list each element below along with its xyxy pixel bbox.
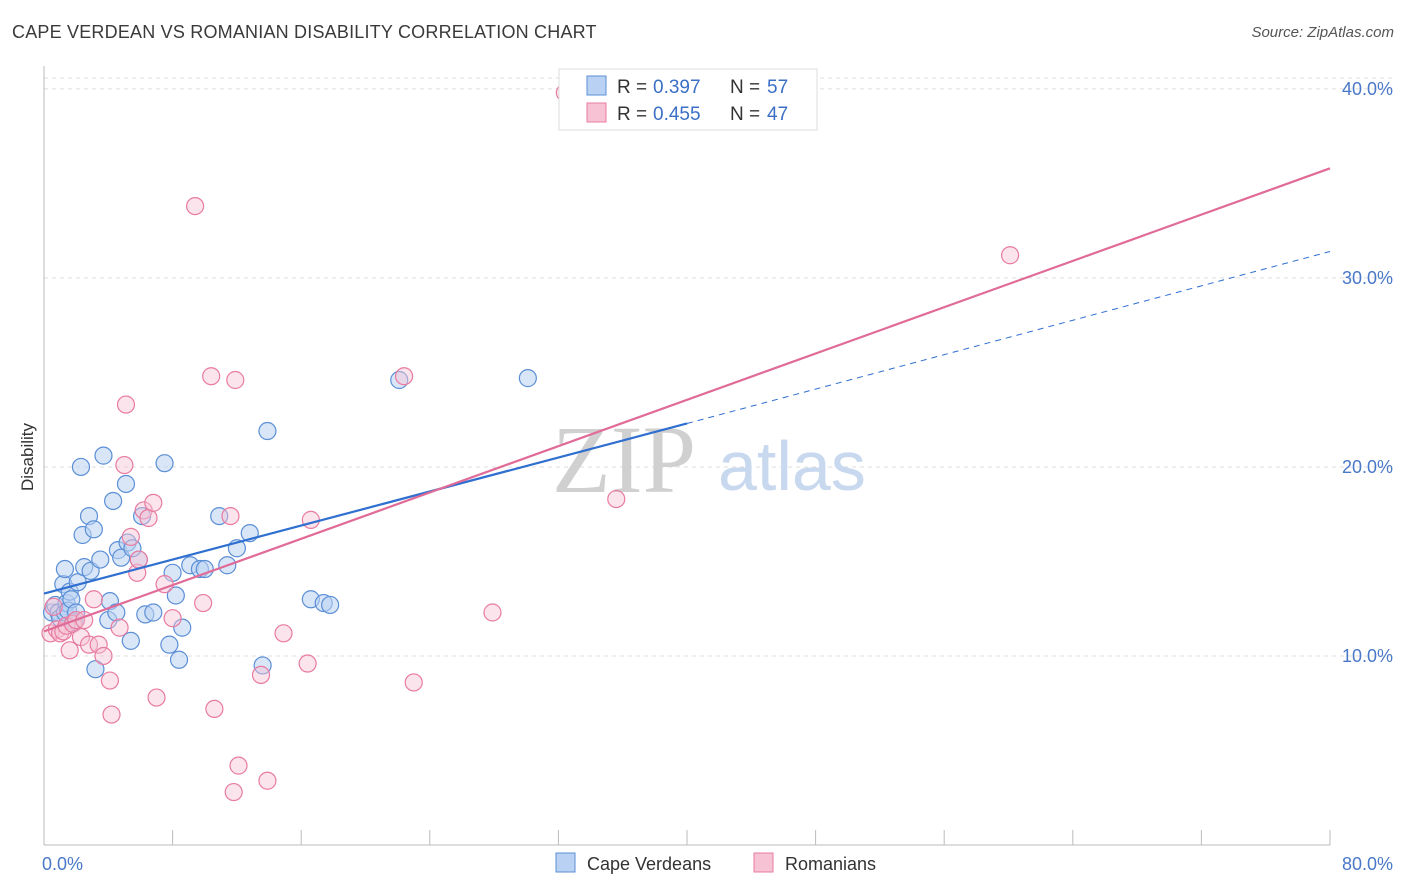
bottom-legend-label-pink: Romanians xyxy=(785,854,876,874)
data-point-cape-verdean xyxy=(86,660,105,679)
legend-r-label-blue: R = xyxy=(617,77,647,98)
trend-lines xyxy=(43,167,1331,633)
data-point-romanian xyxy=(301,510,320,529)
data-point-cape-verdean xyxy=(121,631,140,650)
legend-swatch-blue xyxy=(586,75,607,96)
data-point-romanian xyxy=(251,665,271,684)
data-point-cape-verdean xyxy=(253,656,272,675)
data-point-cape-verdean xyxy=(155,454,174,473)
series-romanians xyxy=(41,83,1020,802)
data-point-romanian xyxy=(44,597,63,616)
legend-r-value-pink: 0.455 xyxy=(653,104,701,125)
data-point-romanian xyxy=(102,705,121,724)
data-point-cape-verdean xyxy=(71,457,91,477)
bottom-legend-swatch-pink xyxy=(753,852,774,873)
data-point-cape-verdean xyxy=(195,559,214,579)
data-point-cape-verdean xyxy=(91,550,110,569)
y-tick-label: 40.0% xyxy=(1342,79,1393,99)
data-point-cape-verdean xyxy=(169,650,189,669)
data-point-romanian xyxy=(139,508,158,528)
trend-extension-cape-verdeans xyxy=(686,250,1331,424)
source-label: Source: ZipAtlas.com xyxy=(1251,24,1394,41)
y-axis-title: Disability xyxy=(18,422,37,491)
data-point-cape-verdean xyxy=(321,595,340,615)
data-point-romanian xyxy=(129,550,148,569)
y-tick-label: 30.0% xyxy=(1342,268,1393,288)
data-point-romanian xyxy=(258,771,277,790)
legend-r-label-pink: R = xyxy=(617,104,647,125)
watermark-atlas: atlas xyxy=(718,427,866,505)
data-point-romanian xyxy=(483,603,502,622)
data-point-romanian xyxy=(121,527,140,546)
legend-swatch-pink xyxy=(586,102,607,123)
data-point-cape-verdean xyxy=(84,520,103,539)
data-point-romanian xyxy=(144,493,163,512)
legend-n-label-pink: N = xyxy=(730,104,760,125)
tick-labels: 10.0% 20.0% 30.0% 40.0% 0.0% 80.0% xyxy=(42,79,1393,874)
gridlines xyxy=(44,77,1393,657)
data-point-cape-verdean xyxy=(144,603,163,622)
data-point-romanian xyxy=(404,673,423,692)
legend-n-value-pink: 47 xyxy=(767,104,788,125)
legend-n-label-blue: N = xyxy=(730,77,760,98)
data-point-cape-verdean xyxy=(94,446,113,465)
data-point-romanian xyxy=(229,756,248,775)
data-point-romanian xyxy=(84,590,103,609)
data-point-cape-verdean xyxy=(258,421,277,441)
data-point-romanian xyxy=(100,671,120,690)
data-point-romanian xyxy=(221,506,240,526)
x-tick-label: 0.0% xyxy=(42,854,83,874)
data-point-romanian xyxy=(194,593,213,613)
data-point-romanian xyxy=(274,624,293,643)
data-point-cape-verdean xyxy=(173,618,192,637)
data-point-romanian xyxy=(205,699,224,719)
data-point-cape-verdean xyxy=(518,369,537,388)
bottom-legend-swatch-blue xyxy=(555,852,576,873)
watermark: ZIP atlas xyxy=(552,406,866,513)
x-tick-label: 80.0% xyxy=(1342,854,1393,874)
data-point-romanian xyxy=(115,455,134,475)
data-point-cape-verdean xyxy=(107,603,126,622)
data-point-romanian xyxy=(110,618,129,637)
data-point-romanian xyxy=(116,395,136,414)
data-point-cape-verdean xyxy=(116,474,136,494)
axes xyxy=(43,66,1331,846)
data-point-romanian xyxy=(147,688,166,707)
data-point-cape-verdean xyxy=(160,635,179,654)
data-point-cape-verdean xyxy=(123,539,142,558)
data-point-romanian xyxy=(94,646,113,666)
data-point-romanian xyxy=(186,196,205,216)
data-point-romanian xyxy=(226,370,245,390)
data-point-romanian xyxy=(60,641,79,660)
bottom-legend-label-blue: Cape Verdeans xyxy=(587,854,711,874)
stats-legend: R = 0.397 N = 57 R = 0.455 N = 47 xyxy=(558,68,818,131)
trend-line-cape-verdeans xyxy=(43,422,688,595)
data-point-romanian xyxy=(1001,246,1020,265)
data-point-romanian xyxy=(79,635,99,654)
data-point-romanian xyxy=(89,635,108,654)
data-point-cape-verdean xyxy=(55,559,74,579)
data-point-cape-verdean xyxy=(104,491,123,511)
chart-title: CAPE VERDEAN VS ROMANIAN DISABILITY CORR… xyxy=(12,22,597,42)
y-tick-label: 20.0% xyxy=(1342,457,1393,477)
data-point-romanian xyxy=(394,367,414,386)
data-point-romanian xyxy=(202,367,221,386)
legend-r-value-blue: 0.397 xyxy=(653,77,701,98)
legend-n-value-blue: 57 xyxy=(767,77,788,98)
data-point-romanian xyxy=(298,654,317,673)
trend-line-romanians xyxy=(43,167,1331,633)
data-point-romanian xyxy=(163,609,182,628)
data-point-romanian xyxy=(224,782,243,802)
y-tick-label: 10.0% xyxy=(1342,646,1393,666)
data-point-romanian xyxy=(607,489,626,509)
data-point-cape-verdean xyxy=(166,586,185,605)
series-legend: Cape Verdeans Romanians xyxy=(555,852,876,874)
